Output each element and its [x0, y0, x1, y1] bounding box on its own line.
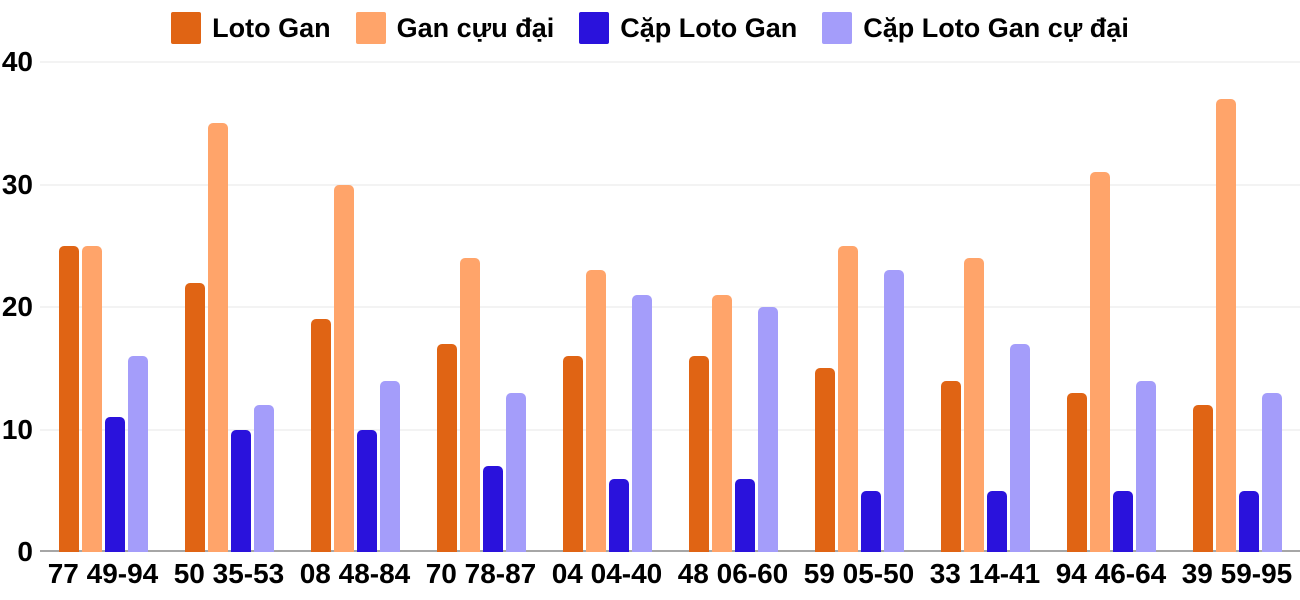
legend-item: Cặp Loto Gan [579, 12, 797, 44]
bar [757, 307, 778, 552]
bar-group [922, 62, 1048, 552]
bar [379, 380, 400, 552]
bar [734, 478, 755, 552]
bar [207, 123, 228, 552]
bar [58, 245, 79, 552]
bar [81, 245, 102, 552]
x-tick-label: 08 48-84 [299, 558, 411, 589]
bar-group [1048, 62, 1174, 552]
bar-group [40, 62, 166, 552]
bar [253, 405, 274, 552]
x-tick-label: 04 04-40 [551, 558, 663, 589]
x-tick-label: 48 06-60 [677, 558, 789, 589]
gridline [40, 184, 1300, 185]
bar [986, 490, 1007, 552]
x-axis-baseline [40, 550, 1300, 552]
bar [459, 258, 480, 552]
x-tick-label: 59 05-50 [803, 558, 915, 589]
bar [631, 294, 652, 552]
x-tick-label: 39 59-95 [1181, 558, 1293, 589]
bar [1009, 343, 1030, 552]
legend-item: Cặp Loto Gan cự đại [822, 12, 1129, 44]
bar [482, 466, 503, 552]
x-tick-label: 50 35-53 [173, 558, 285, 589]
gridline [40, 306, 1300, 308]
y-tick-label: 30 [1, 168, 33, 200]
x-tick-label: 70 78-87 [425, 558, 537, 589]
y-tick-label: 40 [1, 46, 33, 77]
bar [1089, 172, 1110, 552]
x-tick-label: 94 46-64 [1055, 558, 1167, 589]
legend-color-swatch-icon [579, 12, 610, 44]
bar [356, 429, 377, 552]
legend-item: Loto Gan [171, 12, 331, 44]
bar [230, 429, 251, 552]
bar [1112, 490, 1133, 552]
bar-group [166, 62, 292, 552]
bar [562, 356, 583, 552]
bar [814, 368, 835, 552]
bar [860, 490, 881, 552]
legend-color-swatch-icon [171, 12, 202, 44]
bar [310, 319, 331, 552]
bar [608, 478, 629, 552]
bar [1215, 98, 1236, 552]
legend-label: Loto Gan [212, 12, 331, 43]
x-tick-label: 77 49-94 [47, 558, 159, 589]
bar-group [544, 62, 670, 552]
bar [688, 356, 709, 552]
bar [127, 356, 148, 552]
bar [940, 380, 961, 552]
bar [505, 392, 526, 552]
bar-group [292, 62, 418, 552]
bar [1238, 490, 1259, 552]
bar-group [796, 62, 922, 552]
legend-item: Gan cựu đại [355, 12, 555, 44]
y-tick-label: 10 [1, 413, 33, 445]
legend-color-swatch-icon [355, 12, 386, 44]
legend-label: Cặp Loto Gan [620, 12, 798, 43]
bar [104, 417, 125, 552]
bar [184, 282, 205, 552]
bar [436, 343, 457, 552]
y-axis: 0 10 20 30 40 [0, 48, 33, 566]
bar-group [1174, 62, 1300, 552]
chart-plot-area [40, 61, 1300, 552]
legend-label: Cặp Loto Gan cự đại [863, 12, 1129, 43]
x-tick-label: 33 14-41 [929, 558, 1041, 589]
bar [333, 184, 354, 552]
bar [1135, 380, 1156, 552]
bar [1261, 392, 1282, 552]
gridline [40, 61, 1300, 63]
legend-color-swatch-icon [822, 12, 853, 44]
bar [837, 245, 858, 552]
bar [963, 258, 984, 552]
legend-label: Gan cựu đại [396, 12, 555, 43]
bar [585, 270, 606, 552]
bar-group [418, 62, 544, 552]
bar-groups [40, 62, 1300, 552]
bar-group [670, 62, 796, 552]
bar [1192, 405, 1213, 552]
chart-legend: Loto Gan Gan cựu đại Cặp Loto Gan Cặp Loto … [0, 12, 1300, 44]
x-axis: 77 49-94 50 35-53 08 48-84 70 78-87 04 04-40… [40, 558, 1300, 590]
y-tick-label: 0 [17, 536, 33, 567]
gridline [40, 429, 1300, 430]
bar [1066, 392, 1087, 552]
y-tick-label: 20 [1, 291, 33, 322]
bar [711, 294, 732, 552]
bar [883, 270, 904, 552]
